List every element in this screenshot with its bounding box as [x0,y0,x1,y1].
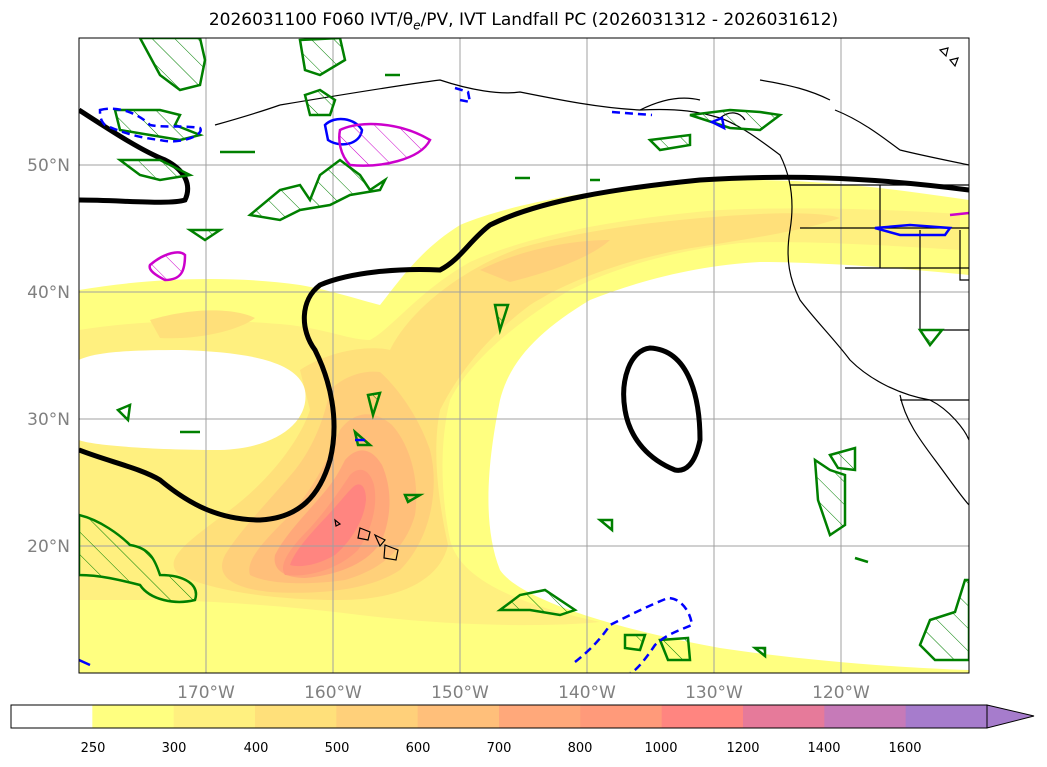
lon-label-130: 130°W [685,683,743,703]
lon-label-120: 120°W [812,683,870,703]
lat-label-50: 50°N [27,156,70,176]
colorbar-swatch [92,705,175,728]
colorbar-label-1400: 1400 [807,741,840,756]
lat-label-40: 40°N [27,283,70,303]
lon-label-140: 140°W [558,683,616,703]
lat-label-30: 30°N [27,410,70,430]
lon-label-150: 150°W [431,683,489,703]
colorbar: 250 300 400 500 600 700 800 1000 1200 14… [10,704,1035,756]
lat-labels: 50°N 40°N 30°N 20°N [27,156,70,557]
colorbar-swatch [661,705,744,728]
colorbar-label-1600: 1600 [888,741,921,756]
lon-labels: 170°W 160°W 150°W 140°W 130°W 120°W [177,683,870,703]
colorbar-swatches [11,705,988,728]
colorbar-label-1000: 1000 [644,741,677,756]
colorbar-label-800: 800 [568,741,593,756]
colorbar-swatch [905,705,988,728]
colorbar-label-1200: 1200 [726,741,759,756]
colorbar-swatch [173,705,256,728]
colorbar-extend-arrow [986,704,1035,729]
map-frame [78,37,970,674]
pv-contours-magenta [148,122,969,282]
ivt-shading [79,179,969,673]
colorbar-swatch [580,705,663,728]
colorbar-swatch [336,705,419,728]
ivt-landfall-contour [79,107,969,523]
colorbar-label-400: 400 [244,741,269,756]
pv-contours-green [79,38,969,662]
colorbar-swatch [417,705,500,728]
chart-title: 2026031100 F060 IVT/θe/PV, IVT Landfall … [208,10,839,33]
map-gridlines [79,38,969,673]
colorbar-swatch [11,705,93,728]
lon-label-170: 170°W [177,683,235,703]
lon-label-160: 160°W [304,683,362,703]
colorbar-label-500: 500 [325,741,350,756]
lat-label-20: 20°N [27,537,70,557]
map-content [79,38,969,673]
colorbar-label-700: 700 [487,741,512,756]
colorbar-swatch [499,705,581,728]
colorbar-swatch [255,705,337,728]
colorbar-frame [10,704,988,729]
colorbar-swatch [743,705,825,728]
colorbar-labels: 250 300 400 500 600 700 800 1000 1200 14… [81,741,922,756]
colorbar-label-300: 300 [162,741,187,756]
colorbar-label-250: 250 [81,741,106,756]
colorbar-label-600: 600 [406,741,431,756]
colorbar-swatch [824,705,907,728]
